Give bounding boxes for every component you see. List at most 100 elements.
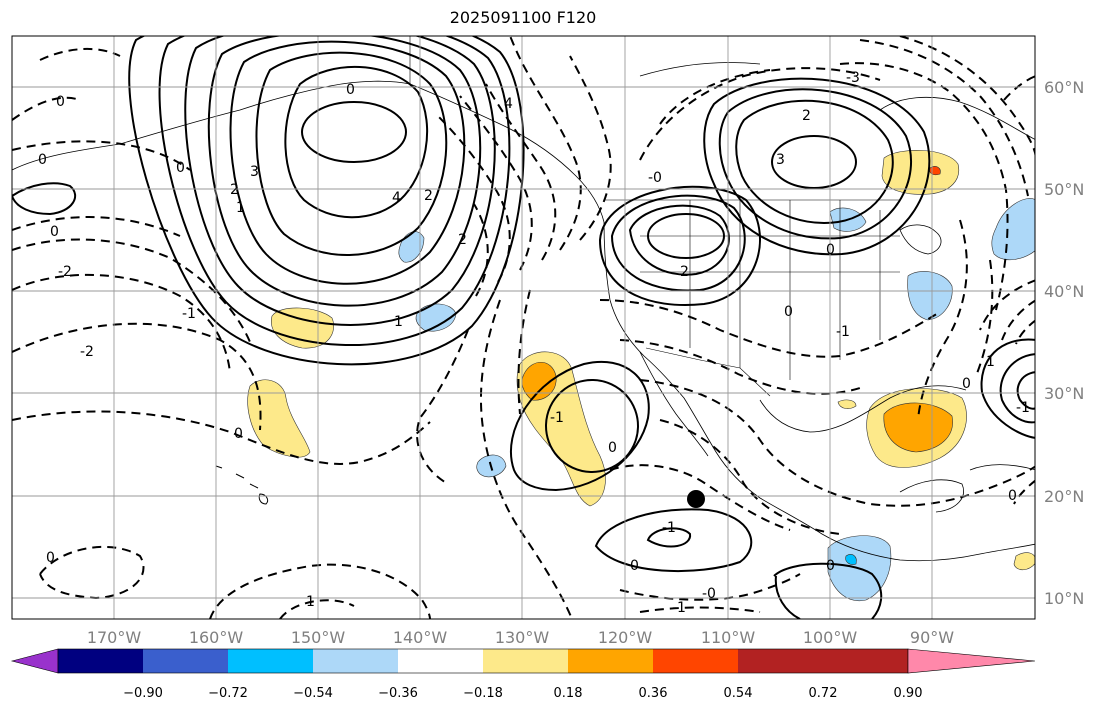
contour-line: [509, 360, 650, 492]
contour-line: [1015, 319, 1035, 345]
contour-label: 1: [236, 200, 245, 216]
contour-line: [12, 216, 181, 237]
location-marker: [687, 490, 705, 508]
contour-line: [609, 464, 791, 531]
contour-label: 0: [50, 224, 59, 240]
contour-label: -2: [80, 344, 94, 360]
contour-label: -0: [702, 586, 716, 602]
dashed-contours: [12, 36, 1035, 619]
contour-line: [12, 238, 251, 343]
graticule: [12, 36, 1035, 619]
contour-line: [12, 322, 262, 431]
contour-label: 2: [680, 264, 689, 280]
map-title: 2025091100 F120: [449, 8, 597, 27]
lon-label: 140°W: [393, 628, 448, 647]
contour-line: [999, 353, 1035, 424]
contour-label: -1: [1016, 400, 1030, 416]
contour-line: [1013, 479, 1035, 505]
contour-line: [639, 67, 881, 161]
contour-line: [979, 279, 1035, 331]
north-america-west-coast: [603, 221, 1035, 562]
contour-label: 4: [504, 96, 513, 112]
colorbar-tick: −0.36: [378, 686, 418, 701]
colorbar-tick: 0.18: [554, 686, 583, 701]
contour-label: 0: [608, 440, 617, 456]
contour-line: [599, 299, 941, 358]
positive-anomaly-area: [883, 402, 953, 453]
colorbar-high-arrow: [907, 648, 1036, 674]
contour-line: [639, 606, 761, 613]
contour-line: [703, 77, 931, 256]
contour-line: [647, 213, 725, 259]
contour-label: 0: [826, 558, 835, 574]
contour-label: -1: [550, 410, 564, 426]
contour-line: [646, 527, 692, 548]
lon-label: 160°W: [189, 628, 244, 647]
lon-label: 150°W: [291, 628, 346, 647]
baja-california: [639, 351, 709, 457]
colorbar-tick: 0.90: [894, 686, 923, 701]
contour-line: [12, 410, 431, 465]
contour-label: 0: [826, 242, 835, 258]
contour-line: [594, 508, 753, 573]
contour-line: [773, 562, 883, 619]
contour-label: 3: [250, 164, 259, 180]
contour-line: [598, 185, 761, 306]
positive-anomaly-area: [837, 399, 857, 409]
lat-label: 10°N: [1044, 589, 1084, 608]
colorbar-tick: −0.90: [123, 686, 163, 701]
arctic-coast: [639, 62, 761, 77]
colorbar-segment: [483, 649, 568, 673]
yucatan: [899, 479, 964, 513]
contour-label: 0: [784, 304, 793, 320]
contour-line: [517, 289, 531, 415]
colorbar-tick: −0.54: [293, 686, 333, 701]
negative-anomaly-area: [845, 554, 857, 565]
contour-line: [509, 36, 582, 251]
colorbar-segment: [228, 649, 313, 673]
contour-line: [545, 379, 639, 473]
contour-label: 2: [424, 188, 433, 204]
colorbar: −0.90 −0.72 −0.54 −0.36 −0.18 0.18 0.36 …: [10, 648, 1036, 701]
contour-label: 0: [38, 152, 47, 168]
contour-label: -1: [836, 324, 850, 340]
colorbar-tick: 0.54: [724, 686, 753, 701]
contour-label: 1: [306, 594, 315, 610]
hudson-bay-coast: [879, 96, 1035, 140]
political-borders: [409, 36, 900, 397]
colorbar-low-extend: [10, 648, 59, 674]
contour-line: [619, 573, 801, 601]
contour-line: [279, 599, 355, 619]
contour-line: [301, 101, 407, 163]
hawaii-islands: [215, 465, 269, 505]
cuba: [969, 464, 1035, 471]
colorbar-segment: [738, 649, 823, 673]
contour-label: -2: [58, 264, 72, 280]
contour-line: [718, 88, 912, 240]
colorbar-tick: 0.72: [809, 686, 838, 701]
contour-line: [639, 379, 1035, 507]
positive-anomaly-area: [1013, 552, 1035, 571]
colorbar-segment: [143, 649, 228, 673]
contour-line: [12, 96, 81, 121]
colorbar-segment: [568, 649, 653, 673]
us-mexico-border: [645, 347, 771, 397]
contour-line: [917, 219, 968, 421]
contour-line: [479, 299, 573, 619]
positive-anomaly-area: [881, 150, 960, 195]
contour-label: 1: [986, 354, 995, 370]
contour-label: -1: [662, 520, 676, 536]
contour-line: [473, 203, 489, 297]
contour-label: 4: [392, 190, 401, 206]
negative-anomaly-area: [907, 271, 953, 321]
contour-line: [207, 36, 482, 307]
contour-line: [128, 36, 525, 366]
contour-label: 0: [346, 82, 355, 98]
contour-label: -1: [672, 600, 686, 616]
contour-label: 0: [962, 376, 971, 392]
lon-label: 120°W: [598, 628, 653, 647]
contour-label: 2: [230, 182, 239, 198]
colorbar-segment: [398, 649, 483, 673]
contour-line: [1003, 75, 1035, 101]
